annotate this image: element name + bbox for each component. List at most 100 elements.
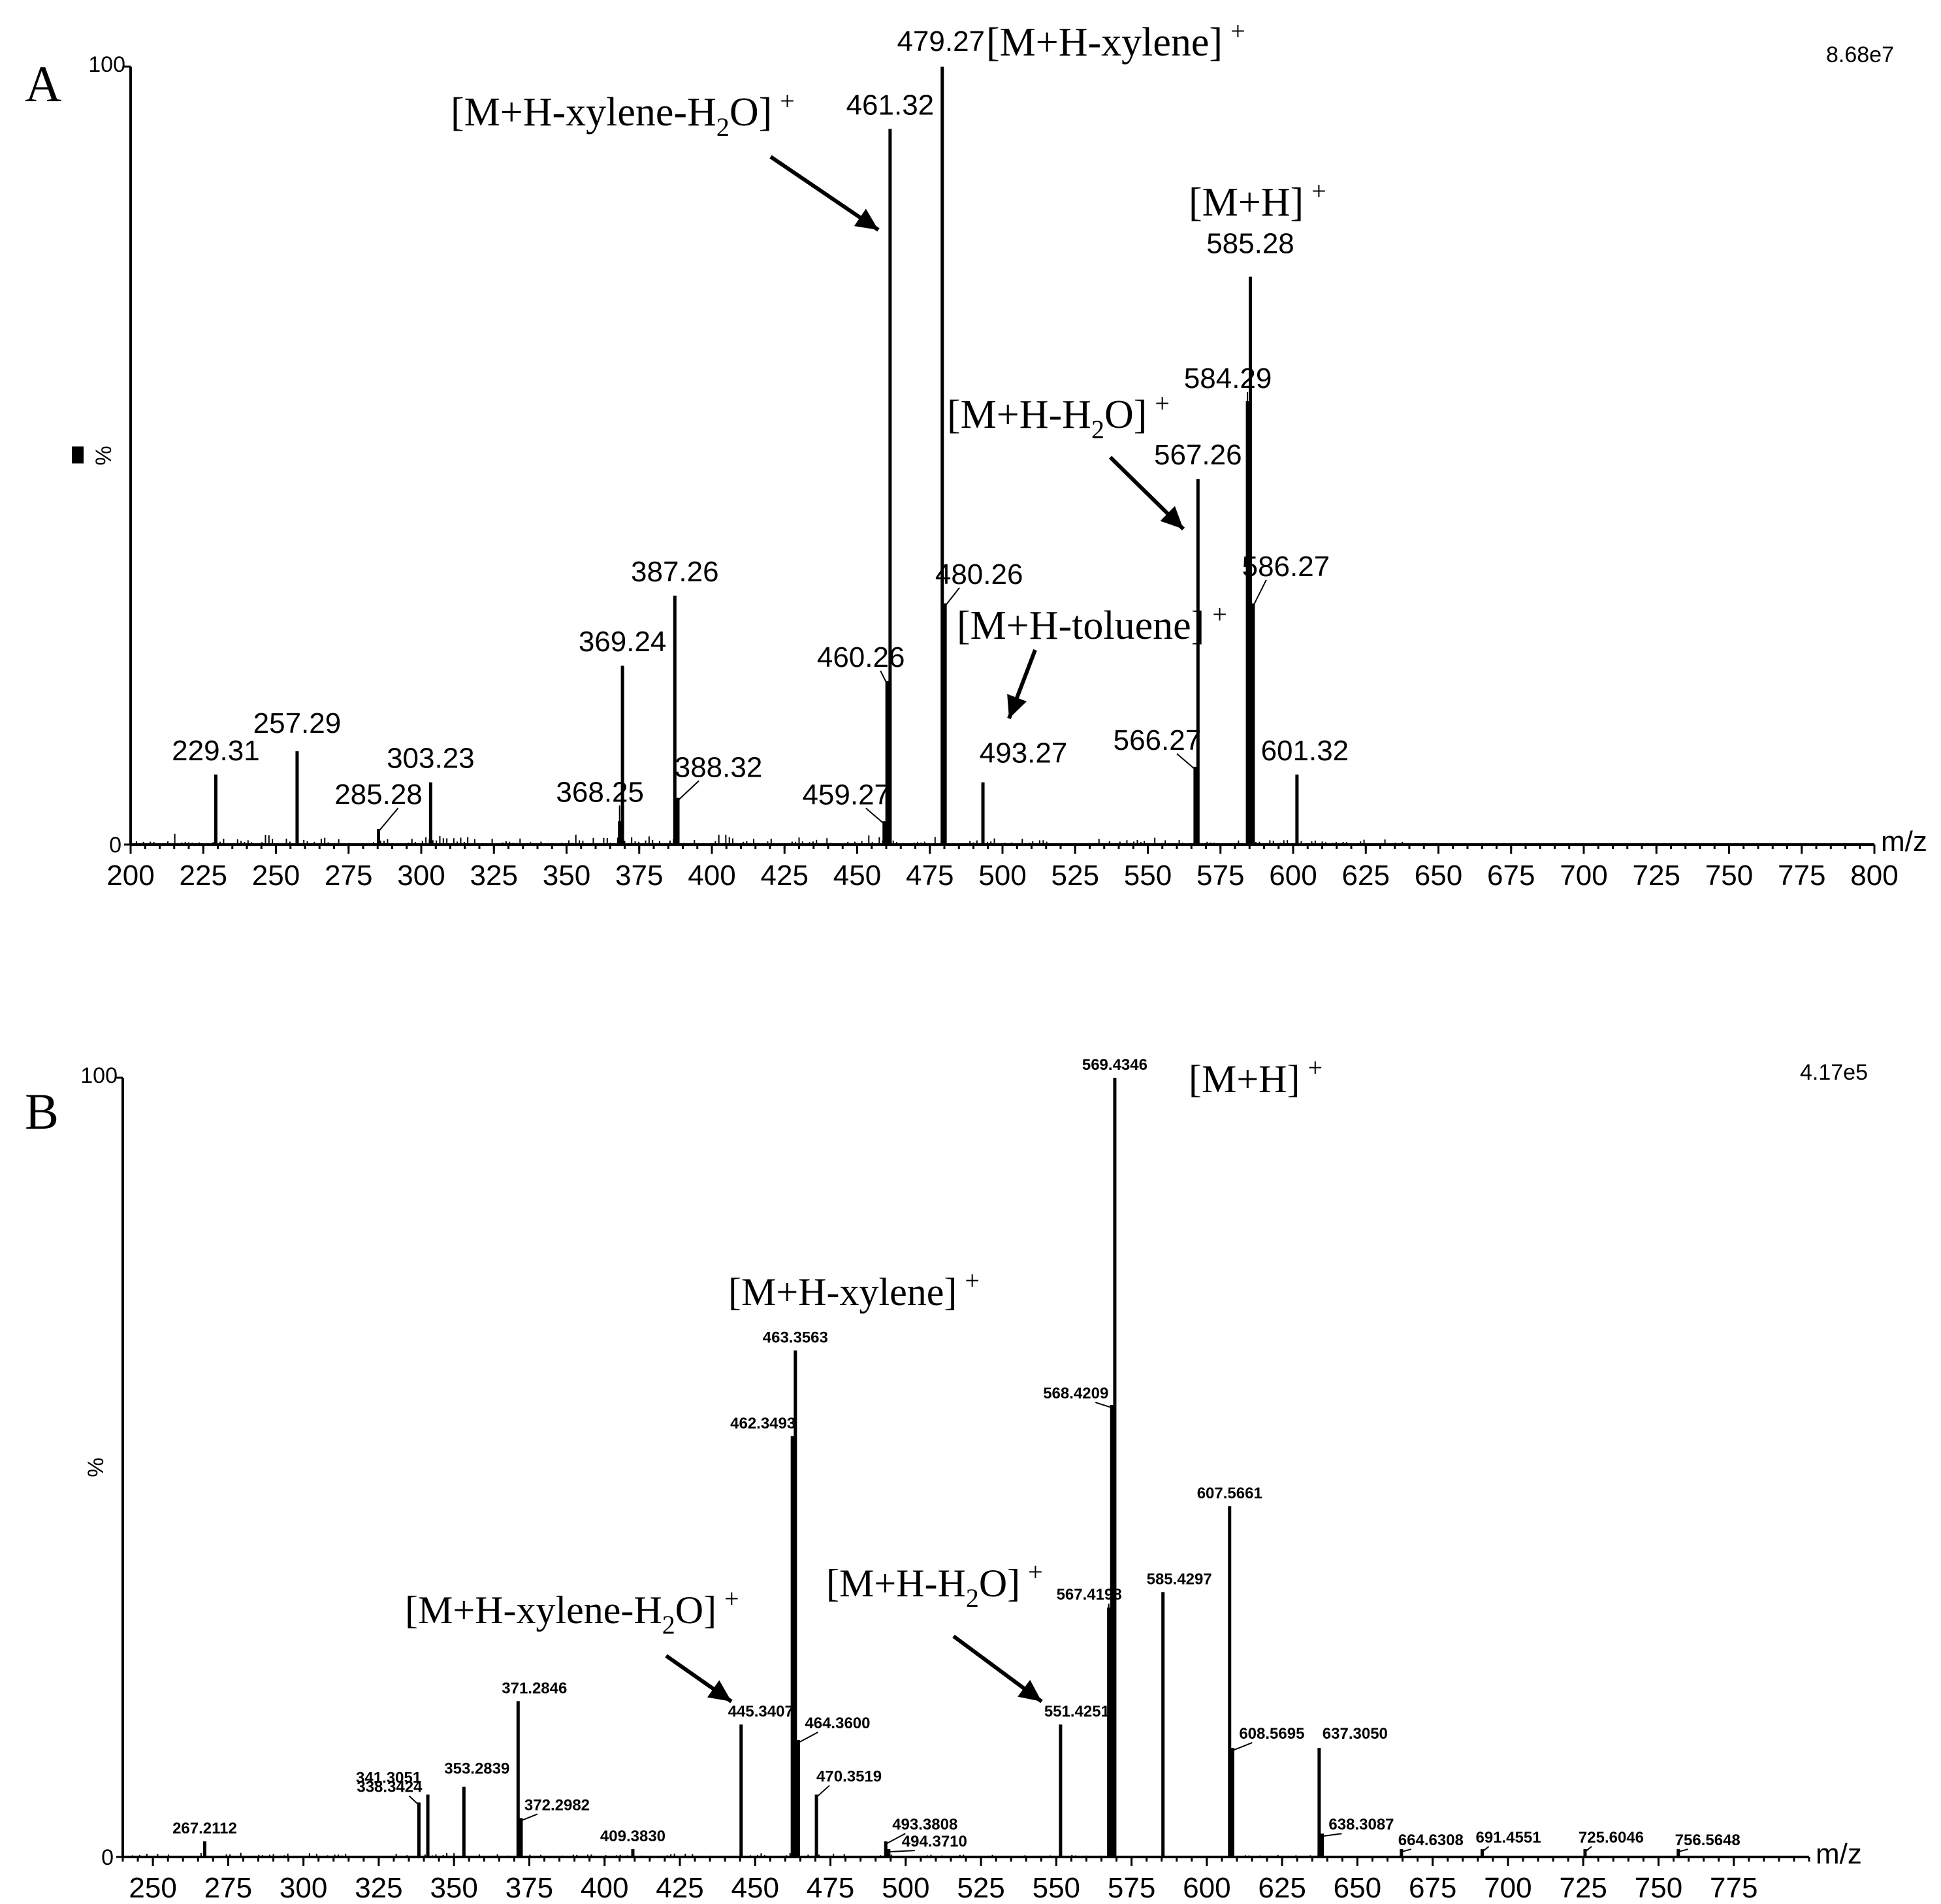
peak-label-leader (1401, 1848, 1412, 1853)
x-tick-label: 425 (761, 860, 809, 892)
peak-label-leader (1678, 1848, 1688, 1853)
x-tick-label: 400 (581, 1872, 628, 1904)
peak-label: 338.3424 (357, 1778, 423, 1796)
x-tick-label: 625 (1258, 1872, 1306, 1904)
peak-label-leader (1176, 753, 1196, 770)
peak-label: 445.3407 (728, 1703, 794, 1720)
x-tick-label: 250 (129, 1872, 176, 1904)
peak-label-leader (1253, 579, 1267, 607)
ion-subscript: 2 (966, 1583, 979, 1613)
peak-label: 372.2982 (524, 1796, 590, 1814)
x-tick-label: 650 (1415, 860, 1462, 892)
peak-label: 608.5695 (1239, 1725, 1304, 1743)
x-tick-label: 425 (656, 1872, 703, 1904)
ion-annotation: [M+H-toluene] + (957, 600, 1227, 648)
x-tick-label: 225 (180, 860, 227, 892)
ion-text: [M+H-xylene] (728, 1270, 957, 1314)
ion-superscript: + (1155, 389, 1170, 418)
panel-b-spectrum: B 100 0% 4.17e5 250 275 300 325 350 375 400 425 450 4… (25, 1053, 1868, 1904)
x-tick-label: 700 (1484, 1872, 1532, 1904)
x-tick-label: 475 (906, 860, 954, 892)
peak-label: 585.28 (1206, 228, 1294, 260)
peak-label: 494.3710 (902, 1833, 967, 1850)
x-tick-label: 325 (470, 860, 518, 892)
peak-label: 586.27 (1242, 551, 1330, 583)
ion-annotation: [M+H-H2O] + (826, 1557, 1043, 1613)
peak-label: 470.3519 (816, 1768, 882, 1786)
peak-label-leader (1481, 1846, 1490, 1852)
peak-label: 303.23 (387, 743, 475, 775)
x-tick-label: 475 (807, 1872, 854, 1904)
peak-label-leader (944, 587, 960, 607)
annotation-arrowhead (1018, 1679, 1042, 1702)
x-tick-label: 350 (543, 860, 590, 892)
peak-label: 257.29 (253, 707, 342, 739)
x-tick-label: 350 (430, 1872, 477, 1904)
x-tick-label: 375 (615, 860, 663, 892)
ion-annotation: [M+H-H2O] + (947, 389, 1170, 444)
baseline-noise (135, 833, 1407, 845)
peak-label-leader (408, 1795, 420, 1806)
x-tick-label: 775 (1710, 1872, 1757, 1904)
ion-text-tail: O] (675, 1589, 716, 1632)
x-tick-label: 450 (731, 1872, 779, 1904)
peak-label-leader (885, 1833, 906, 1845)
peak-label: 341.3051 (356, 1769, 421, 1787)
annotation-arrowhead (1160, 506, 1183, 529)
ion-superscript: + (724, 1584, 739, 1613)
peak-label: 462.3493 (730, 1415, 795, 1432)
x-tick-label: 725 (1559, 1872, 1607, 1904)
ion-text: [M+H-xylene] (986, 20, 1223, 65)
x-tick-label: 575 (1108, 1872, 1155, 1904)
x-tick-label: 375 (505, 1872, 553, 1904)
peak-label-leader (1322, 1833, 1342, 1837)
peak-label: 567.26 (1154, 439, 1242, 471)
peak-label: 585.4297 (1147, 1570, 1212, 1588)
ion-text-tail: O] (730, 90, 772, 135)
x-tick-label: 600 (1269, 860, 1317, 892)
ion-annotation: [M+H-xylene-H2O] + (451, 86, 795, 142)
x-tick-label: 725 (1633, 860, 1680, 892)
ion-text-tail: O] (1104, 393, 1147, 437)
ion-text: [M+H-xylene-H (451, 90, 716, 135)
x-tick-label: 275 (325, 860, 372, 892)
scale-label: 4.17e5 (1800, 1060, 1868, 1085)
x-tick-label: 525 (1051, 860, 1099, 892)
ion-subscript: 2 (1091, 415, 1104, 444)
ion-annotation: [M+H-xylene] + (986, 16, 1245, 65)
annotation-arrowhead (1007, 694, 1027, 718)
ion-superscript: + (1307, 1053, 1323, 1082)
peak-label: 568.4209 (1043, 1385, 1108, 1402)
x-tick-label: 450 (833, 860, 881, 892)
x-tick-label: 400 (688, 860, 735, 892)
peak-label: 584.29 (1184, 363, 1272, 395)
peak-label: 267.2112 (172, 1820, 237, 1837)
y-top-label: 100 (80, 1063, 118, 1088)
peak-label-leader (816, 1784, 830, 1798)
peak-label: 493.3808 (892, 1816, 957, 1833)
ion-text: [M+H-H (947, 393, 1091, 437)
peak-label: 725.6046 (1579, 1829, 1644, 1847)
x-tick-label: 250 (252, 860, 300, 892)
peak-label-leader (797, 1732, 818, 1743)
x-tick-label: 650 (1334, 1872, 1381, 1904)
x-tick-label: 775 (1778, 860, 1825, 892)
peak-label: 551.4251 (1044, 1703, 1110, 1720)
x-tick-label: 550 (1124, 860, 1172, 892)
peak-label: 566.27 (1114, 724, 1202, 756)
x-tick-label: 750 (1635, 1872, 1682, 1904)
ion-annotation: [M+H] + (1189, 1053, 1323, 1101)
ion-subscript: 2 (716, 112, 730, 142)
peak-label: 664.6308 (1398, 1831, 1464, 1849)
peak-label: 464.3600 (805, 1715, 870, 1732)
peak-label: 691.4551 (1475, 1829, 1541, 1847)
ion-superscript: + (1028, 1557, 1043, 1587)
peak-label: 601.32 (1261, 735, 1349, 767)
annotation-arrowhead (707, 1680, 731, 1702)
x-tick-label: 300 (397, 860, 445, 892)
peak-label-leader (377, 807, 399, 832)
peak-label: 285.28 (334, 779, 423, 811)
peak-label: 493.27 (980, 737, 1068, 769)
ion-text: [M+H] (1189, 180, 1304, 225)
annotation-arrowhead (854, 208, 878, 230)
